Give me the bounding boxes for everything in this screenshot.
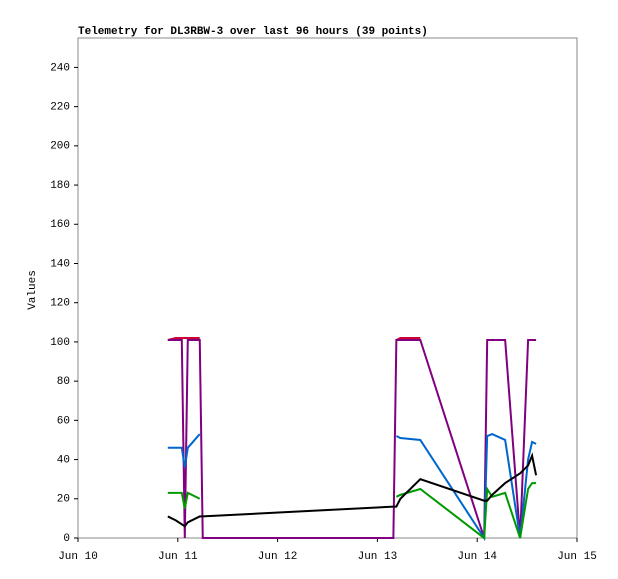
y-tick-label: 80 (57, 376, 70, 388)
series-line (167, 432, 537, 542)
y-tick-label: 20 (57, 494, 70, 506)
series-line (167, 337, 421, 341)
x-tick-label: Jun 13 (358, 551, 398, 563)
y-tick-label: 140 (50, 258, 70, 270)
chart-title: Telemetry for DL3RBW-3 over last 96 hour… (78, 26, 428, 38)
y-tick-label: 180 (50, 180, 70, 192)
x-tick-label: Jun 14 (457, 551, 497, 563)
y-tick-label: 0 (63, 533, 70, 545)
y-tick-label: 240 (50, 62, 70, 74)
y-tick-label: 200 (50, 141, 70, 153)
y-axis-label: Values (27, 270, 39, 310)
x-tick-label: Jun 11 (158, 551, 198, 563)
y-tick-label: 220 (50, 102, 70, 114)
x-tick-label: Jun 12 (258, 551, 298, 563)
series-line (167, 482, 537, 540)
x-tick-label: Jun 10 (58, 551, 98, 563)
x-tick-label: Jun 15 (557, 551, 597, 563)
plot-frame (77, 37, 578, 539)
y-tick-label: 100 (50, 337, 70, 349)
y-tick-label: 120 (50, 298, 70, 310)
series-line (167, 452, 538, 528)
y-tick-label: 160 (50, 219, 70, 231)
y-tick-label: 40 (57, 454, 70, 466)
y-tick-label: 60 (57, 415, 70, 427)
